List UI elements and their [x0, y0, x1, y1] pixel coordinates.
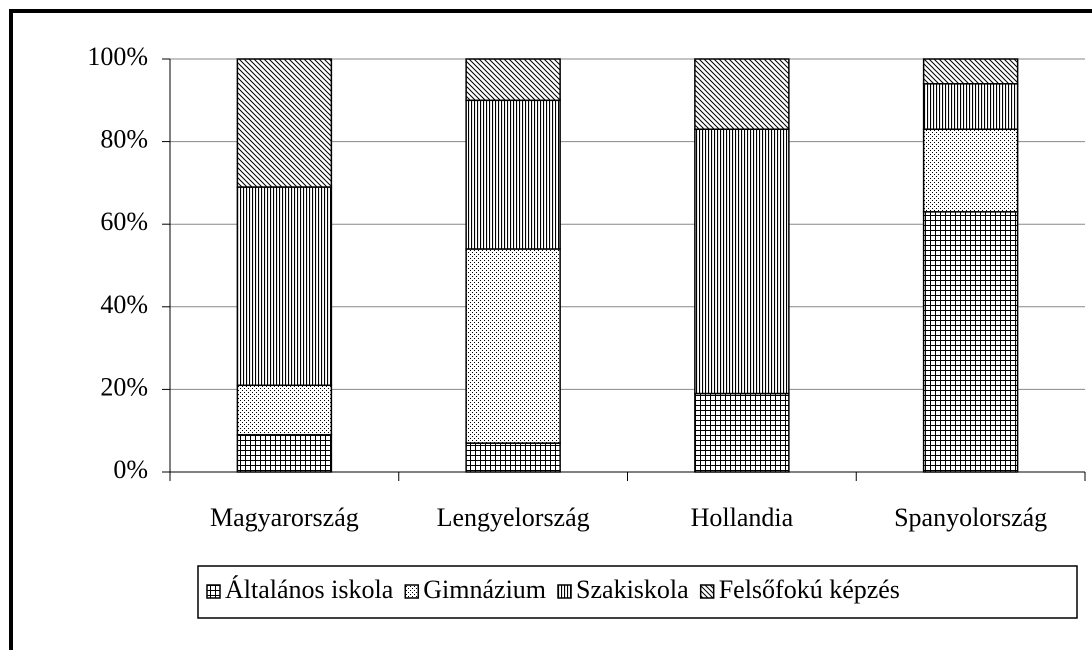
y-tick-label: 100% — [87, 42, 148, 71]
legend-label: Általános iskola — [225, 575, 394, 604]
bar-segment — [922, 211, 1019, 473]
bar-segment — [465, 248, 561, 444]
bar-segment — [465, 99, 561, 250]
legend-swatch — [404, 584, 420, 599]
bar-segment — [922, 83, 1019, 130]
legend-swatch — [699, 584, 715, 599]
y-tick-label: 0% — [113, 455, 148, 484]
legend-label: Felsőfokú képzés — [719, 575, 900, 604]
bar-segment — [694, 128, 790, 395]
x-tick-label: Magyarország — [210, 503, 359, 532]
bar-segment — [694, 392, 790, 473]
frame — [9, 9, 1092, 650]
y-tick-label: 80% — [100, 125, 148, 154]
y-tick-label: 20% — [100, 372, 148, 401]
bar-segment — [236, 384, 333, 436]
bar-segment — [922, 128, 1019, 213]
legend-swatch — [557, 584, 572, 599]
legend-label: Gimnázium — [423, 575, 546, 604]
bar-segment — [236, 186, 333, 387]
bar-segment — [922, 58, 1019, 85]
legend-box — [197, 565, 1078, 619]
bar-segment — [236, 434, 333, 473]
bar-segment — [465, 442, 561, 473]
y-tick-label: 40% — [100, 290, 148, 319]
x-tick-label: Lengyelország — [437, 503, 590, 532]
x-tick-label: Hollandia — [691, 503, 794, 532]
bar-segment — [236, 58, 333, 188]
legend-swatch — [206, 584, 221, 599]
x-tick-label: Spanyolország — [894, 503, 1047, 532]
bar-segment — [465, 58, 561, 102]
y-tick-label: 60% — [100, 207, 148, 236]
legend-label: Szakiskola — [576, 575, 689, 604]
bar-segment — [694, 58, 790, 130]
